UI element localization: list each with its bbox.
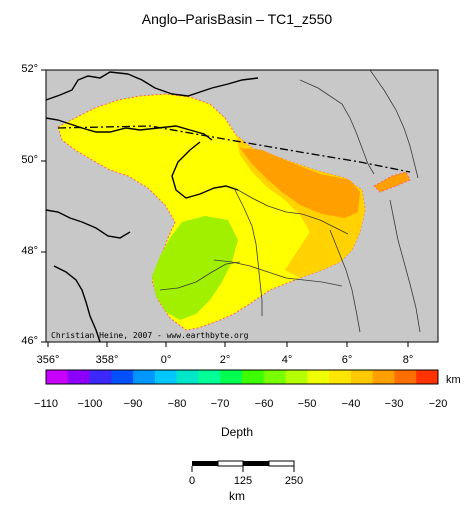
- colorbar-swatch: [242, 370, 265, 384]
- colorbar-tick-label: −30: [384, 398, 404, 410]
- map-title: Anglo–ParisBasin – TC1_z550: [141, 11, 333, 27]
- colorbar: [46, 370, 439, 384]
- lon-label: 358°: [95, 354, 119, 366]
- basin-region-deep-east: [373, 171, 411, 193]
- lat-label: 46°: [21, 335, 38, 347]
- coastlines: [45, 71, 259, 343]
- lon-label: 0°: [160, 354, 172, 366]
- colorbar-swatch: [154, 370, 178, 384]
- colorbar-swatch: [220, 370, 243, 384]
- map-credit: Christian Heine, 2007 - www.earthbyte.or…: [51, 331, 249, 340]
- scale-bar-tick-label: 0: [188, 475, 196, 487]
- lat-label: 48°: [21, 245, 38, 257]
- colorbar-tick-label: −110: [34, 398, 58, 410]
- rivers-and-borders: [159, 69, 421, 333]
- colorbar-swatch: [307, 370, 330, 384]
- lon-label: 6°: [341, 354, 353, 366]
- colorbar-swatch: [176, 370, 199, 384]
- colorbar-tick-label: −50: [297, 398, 317, 410]
- colorbar-tick-label: −100: [77, 398, 103, 410]
- colorbar-tick-label: −60: [254, 398, 274, 410]
- colorbar-swatch: [46, 370, 69, 384]
- colorbar-tick-label: −20: [428, 398, 448, 410]
- colorbar-tick-label: −70: [210, 398, 230, 410]
- scale-bar: [191, 460, 295, 472]
- colorbar-swatch: [67, 370, 91, 384]
- map-frame: [45, 69, 439, 343]
- colorbar-swatch: [111, 370, 134, 384]
- lon-label: 8°: [402, 354, 414, 366]
- colorbar-swatch: [394, 370, 417, 384]
- cross-section-line: [57, 125, 411, 173]
- colorbar-swatch: [350, 370, 374, 384]
- colorbar-swatch: [372, 370, 395, 384]
- colorbar-swatch: [416, 370, 439, 384]
- colorbar-swatch: [133, 370, 156, 384]
- colorbar-title: Depth: [220, 425, 254, 439]
- lon-label: 4°: [281, 354, 293, 366]
- colorbar-unit: km: [446, 374, 461, 386]
- colorbar-swatch: [329, 370, 352, 384]
- colorbar-swatch: [198, 370, 221, 384]
- colorbar-tick-label: −40: [341, 398, 361, 410]
- basin-region-low: [152, 216, 238, 320]
- scale-bar-tick-label: 125: [233, 475, 253, 487]
- colorbar-tick-label: −80: [167, 398, 187, 410]
- lat-label: 50°: [21, 154, 38, 166]
- lon-label: 356°: [36, 354, 60, 366]
- scale-bar-tick-label: 250: [284, 475, 304, 487]
- colorbar-swatch: [263, 370, 287, 384]
- colorbar-tick-label: −90: [123, 398, 143, 410]
- colorbar-swatch: [285, 370, 308, 384]
- scale-bar-unit: km: [229, 489, 245, 503]
- lat-label: 52°: [21, 63, 38, 75]
- basin-region-deep: [240, 148, 360, 218]
- colorbar-frame: [45, 369, 439, 385]
- colorbar-swatch: [89, 370, 112, 384]
- map-ticks: [41, 69, 409, 347]
- lon-label: 2°: [219, 354, 231, 366]
